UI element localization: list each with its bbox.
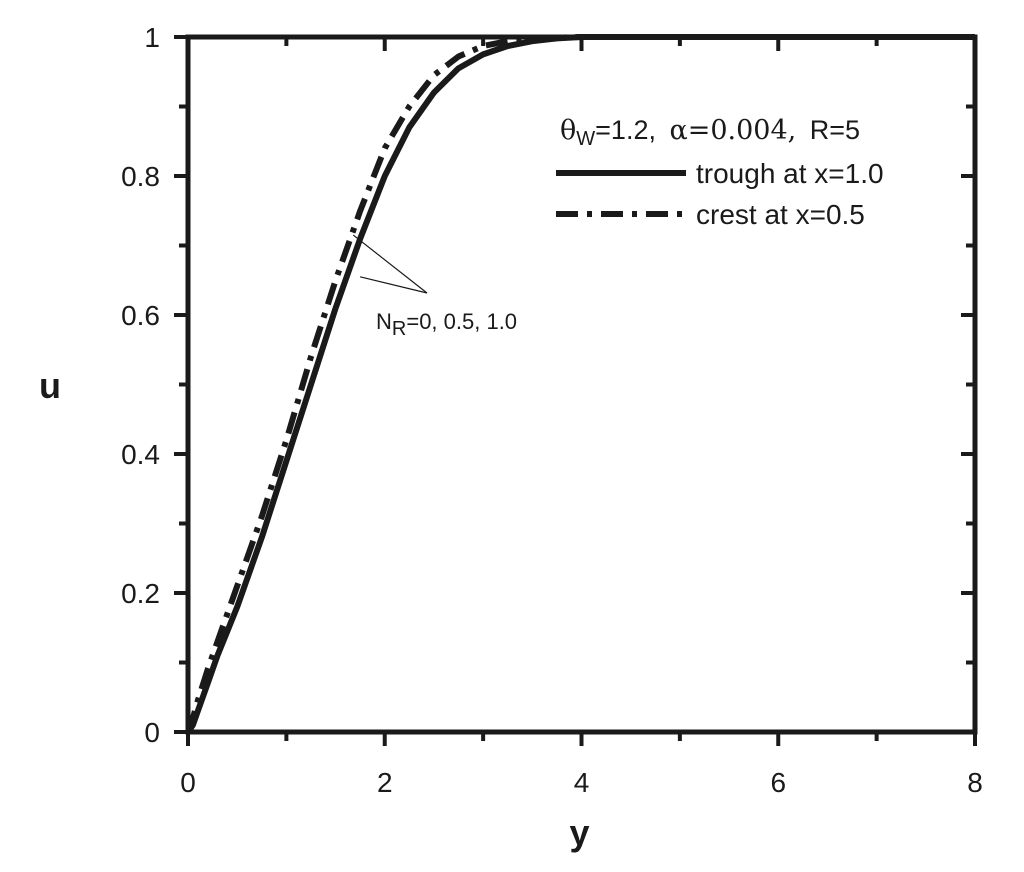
annotation-pointer-lines [352,234,428,294]
x-tick-label: 4 [574,767,590,798]
legend-title: θW=1.2, α=0.004, R=5 [560,115,860,150]
y-tick-label: 0.2 [121,578,160,609]
x-tick-label: 2 [377,767,393,798]
alpha-param: α=0.004, [669,115,796,146]
annotation-pointer-line [352,234,428,294]
theta-subscript: W [576,128,595,150]
legend-label-crest: crest at x=0.5 [696,199,865,230]
y-axis-title: u [39,365,61,406]
nr-prefix: N [376,309,392,334]
y-tick-label: 1 [144,22,160,53]
y-tick-label: 0.6 [121,300,160,331]
legend: θW=1.2, α=0.004, R=5 trough at x=1.0 cre… [556,115,884,230]
x-tick-label: 0 [180,767,196,798]
axes: 0 2 4 6 8 0 0.2 0.4 0.6 0.8 1 y u [39,22,983,853]
y-tick-label: 0.8 [121,161,160,192]
x-axis-title: y [569,812,589,853]
nr-subscript: R [392,318,406,340]
x-tick-label: 8 [967,767,983,798]
nr-annotation: NR=0, 0.5, 1.0 [352,234,517,340]
legend-label-trough: trough at x=1.0 [696,158,884,189]
theta-symbol: θ [560,115,576,146]
theta-value: =1.2, [595,115,656,145]
y-tick-label: 0 [144,717,160,748]
annotation-pointer-line [360,276,428,294]
x-tick-label: 6 [770,767,786,798]
y-tick-label: 0.4 [121,439,160,470]
series-layer [185,34,975,734]
nr-annotation-label: NR=0, 0.5, 1.0 [376,309,517,340]
r-param: R=5 [810,115,860,145]
series-line-crest [185,34,975,733]
nr-values: =0, 0.5, 1.0 [406,309,517,334]
